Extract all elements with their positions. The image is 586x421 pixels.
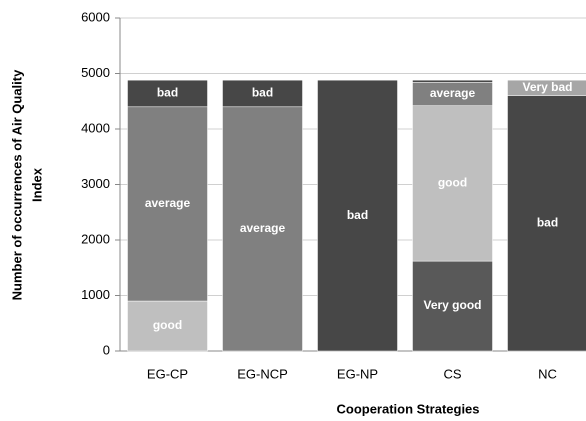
- x-tick-label: EG-NCP: [237, 366, 288, 381]
- y-tick-label: 4000: [81, 120, 110, 135]
- bar-segment: [507, 79, 586, 96]
- y-axis-title: Index: [29, 167, 44, 202]
- y-axis-title: Number of occurrences of Air Quality: [9, 69, 24, 300]
- y-tick-label: 2000: [81, 231, 110, 246]
- bar-segment: [127, 106, 208, 302]
- bar-segment: [412, 79, 493, 83]
- segment-label: good: [438, 176, 467, 190]
- x-tick-label: EG-NP: [337, 366, 378, 381]
- x-tick-label: CS: [443, 366, 461, 381]
- y-tick-label: 3000: [81, 176, 110, 191]
- bar-segment: [412, 260, 493, 352]
- segment-label: bad: [537, 216, 558, 230]
- bar-segment: [222, 106, 303, 352]
- y-tick-label: 5000: [81, 65, 110, 80]
- y-tick-label: 1000: [81, 287, 110, 302]
- y-tick-label: 6000: [81, 9, 110, 24]
- segment-label: good: [153, 318, 182, 332]
- segment-label: Very good: [423, 298, 481, 312]
- bar-segment: [412, 105, 493, 262]
- bar-segment: [222, 79, 303, 108]
- segment-label: bad: [252, 86, 273, 100]
- x-axis-title: Cooperation Strategies: [336, 401, 479, 416]
- bar-segment: [127, 79, 208, 108]
- bar-segment: [317, 79, 398, 352]
- segment-label: Very bad: [522, 80, 572, 94]
- x-tick-label: EG-CP: [147, 366, 188, 381]
- segment-label: bad: [157, 86, 178, 100]
- segment-label: bad: [347, 208, 368, 222]
- segment-label: average: [430, 86, 476, 100]
- x-tick-label: NC: [538, 366, 557, 381]
- segment-label: average: [145, 196, 191, 210]
- bar-segment: [127, 300, 208, 352]
- bar-segment: [507, 95, 586, 352]
- segment-label: average: [240, 221, 286, 235]
- y-tick-label: 0: [103, 342, 110, 357]
